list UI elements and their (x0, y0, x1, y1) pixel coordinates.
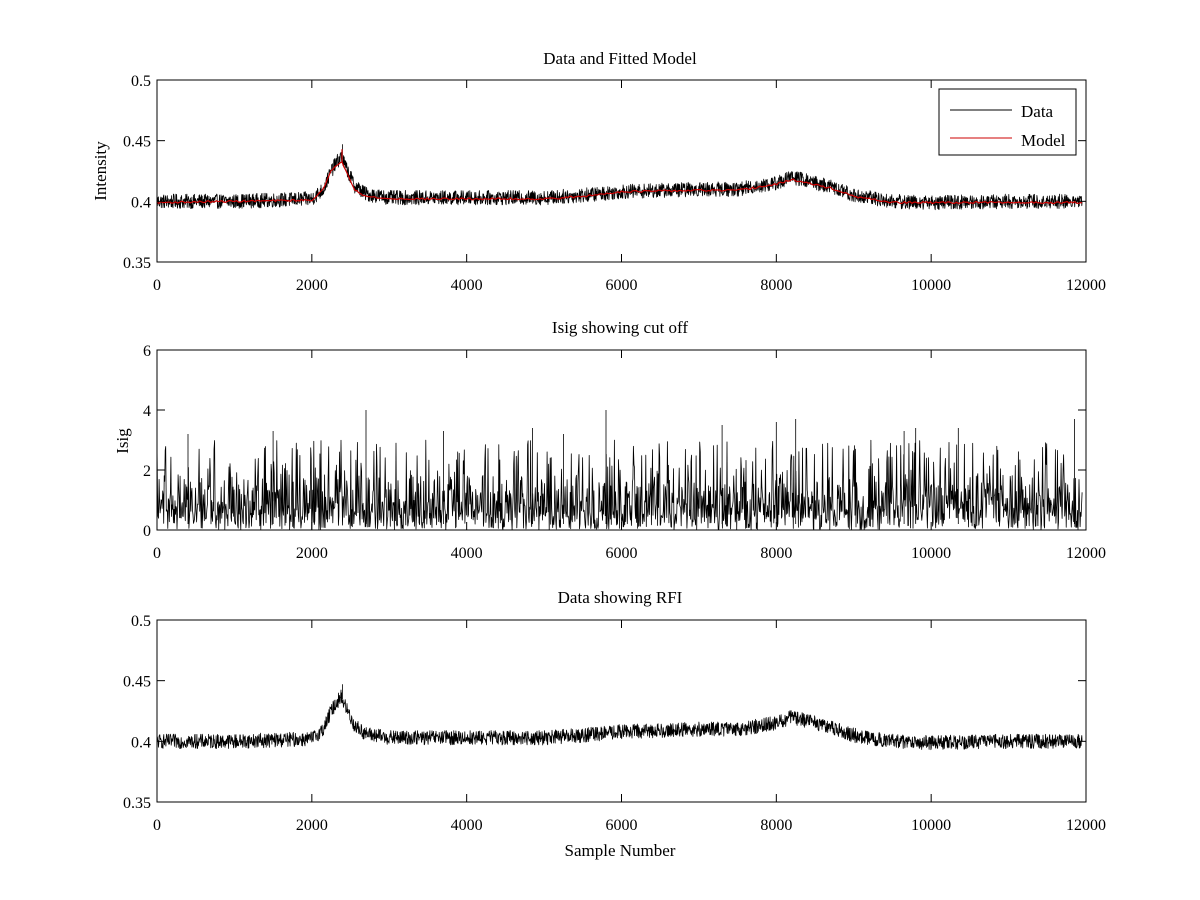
y-tick-label: 0.45 (123, 674, 151, 691)
panel-data-and-model: Data and Fitted Model Intensity 0 2000 400… (91, 49, 1106, 294)
x-tick-label: 0 (153, 817, 161, 834)
x-tick-label: 0 (153, 277, 161, 294)
x-tick-label: 6000 (606, 545, 638, 562)
legend-label-model: Model (1021, 131, 1066, 150)
x-tick-label: 8000 (760, 277, 792, 294)
plot-area: 0 2000 4000 6000 8000 10000 12000 0.35 0.4 0.45 0.… (123, 73, 1106, 294)
x-tick-label: 6000 (606, 277, 638, 294)
y-tick-label: 0.5 (131, 73, 151, 90)
x-tick-label: 2000 (296, 817, 328, 834)
x-tick-label: 8000 (760, 817, 792, 834)
x-tick-label: 10000 (911, 277, 951, 294)
x-tick-label: 2000 (296, 277, 328, 294)
series-line-data (156, 684, 1083, 751)
y-axis-label: Intensity (91, 141, 110, 201)
legend: Data Model (938, 88, 1077, 156)
x-tick-label: 10000 (911, 545, 951, 562)
x-tick-label: 8000 (760, 545, 792, 562)
x-tick-label: 2000 (296, 545, 328, 562)
y-axis-label: Isig (113, 428, 132, 454)
x-tick-label: 10000 (911, 817, 951, 834)
y-tick-label: 6 (143, 343, 151, 360)
chart-title: Data showing RFI (558, 588, 683, 607)
chart-title: Data and Fitted Model (543, 49, 697, 68)
y-tick-label: 0.4 (131, 194, 151, 211)
chart-title: Isig showing cut off (552, 318, 688, 337)
x-tick-label: 4000 (451, 817, 483, 834)
legend-label-data: Data (1021, 102, 1054, 121)
legend-box (938, 88, 1077, 156)
x-tick-label: 12000 (1066, 817, 1106, 834)
series-line-model (156, 149, 1083, 205)
x-tick-label: 4000 (451, 277, 483, 294)
series-line-data (156, 410, 1083, 531)
x-tick-label: 12000 (1066, 545, 1106, 562)
y-tick-label: 4 (143, 403, 151, 420)
x-tick-label: 4000 (451, 545, 483, 562)
y-tick-label: 0 (143, 523, 151, 540)
panel-isig: Isig showing cut off Isig 0 2000 4000 6000 8… (113, 318, 1106, 562)
y-tick-label: 0.5 (131, 613, 151, 630)
y-tick-label: 0.35 (123, 795, 151, 812)
y-tick-label: 0.35 (123, 255, 151, 272)
x-axis-label: Sample Number (565, 841, 676, 860)
panel-data-rfi: Data showing RFI Sample Number 0 2000 4000… (123, 588, 1106, 860)
y-tick-label: 0.45 (123, 134, 151, 151)
y-tick-label: 0.4 (131, 734, 151, 751)
y-tick-label: 2 (143, 463, 151, 480)
x-tick-label: 12000 (1066, 277, 1106, 294)
plot-area: 0 2000 4000 6000 8000 10000 12000 0 2 4 6 (143, 343, 1106, 562)
x-tick-label: 0 (153, 545, 161, 562)
plot-area: 0 2000 4000 6000 8000 10000 12000 0.35 0.4 0.45 0.… (123, 613, 1106, 834)
x-tick-label: 6000 (606, 817, 638, 834)
